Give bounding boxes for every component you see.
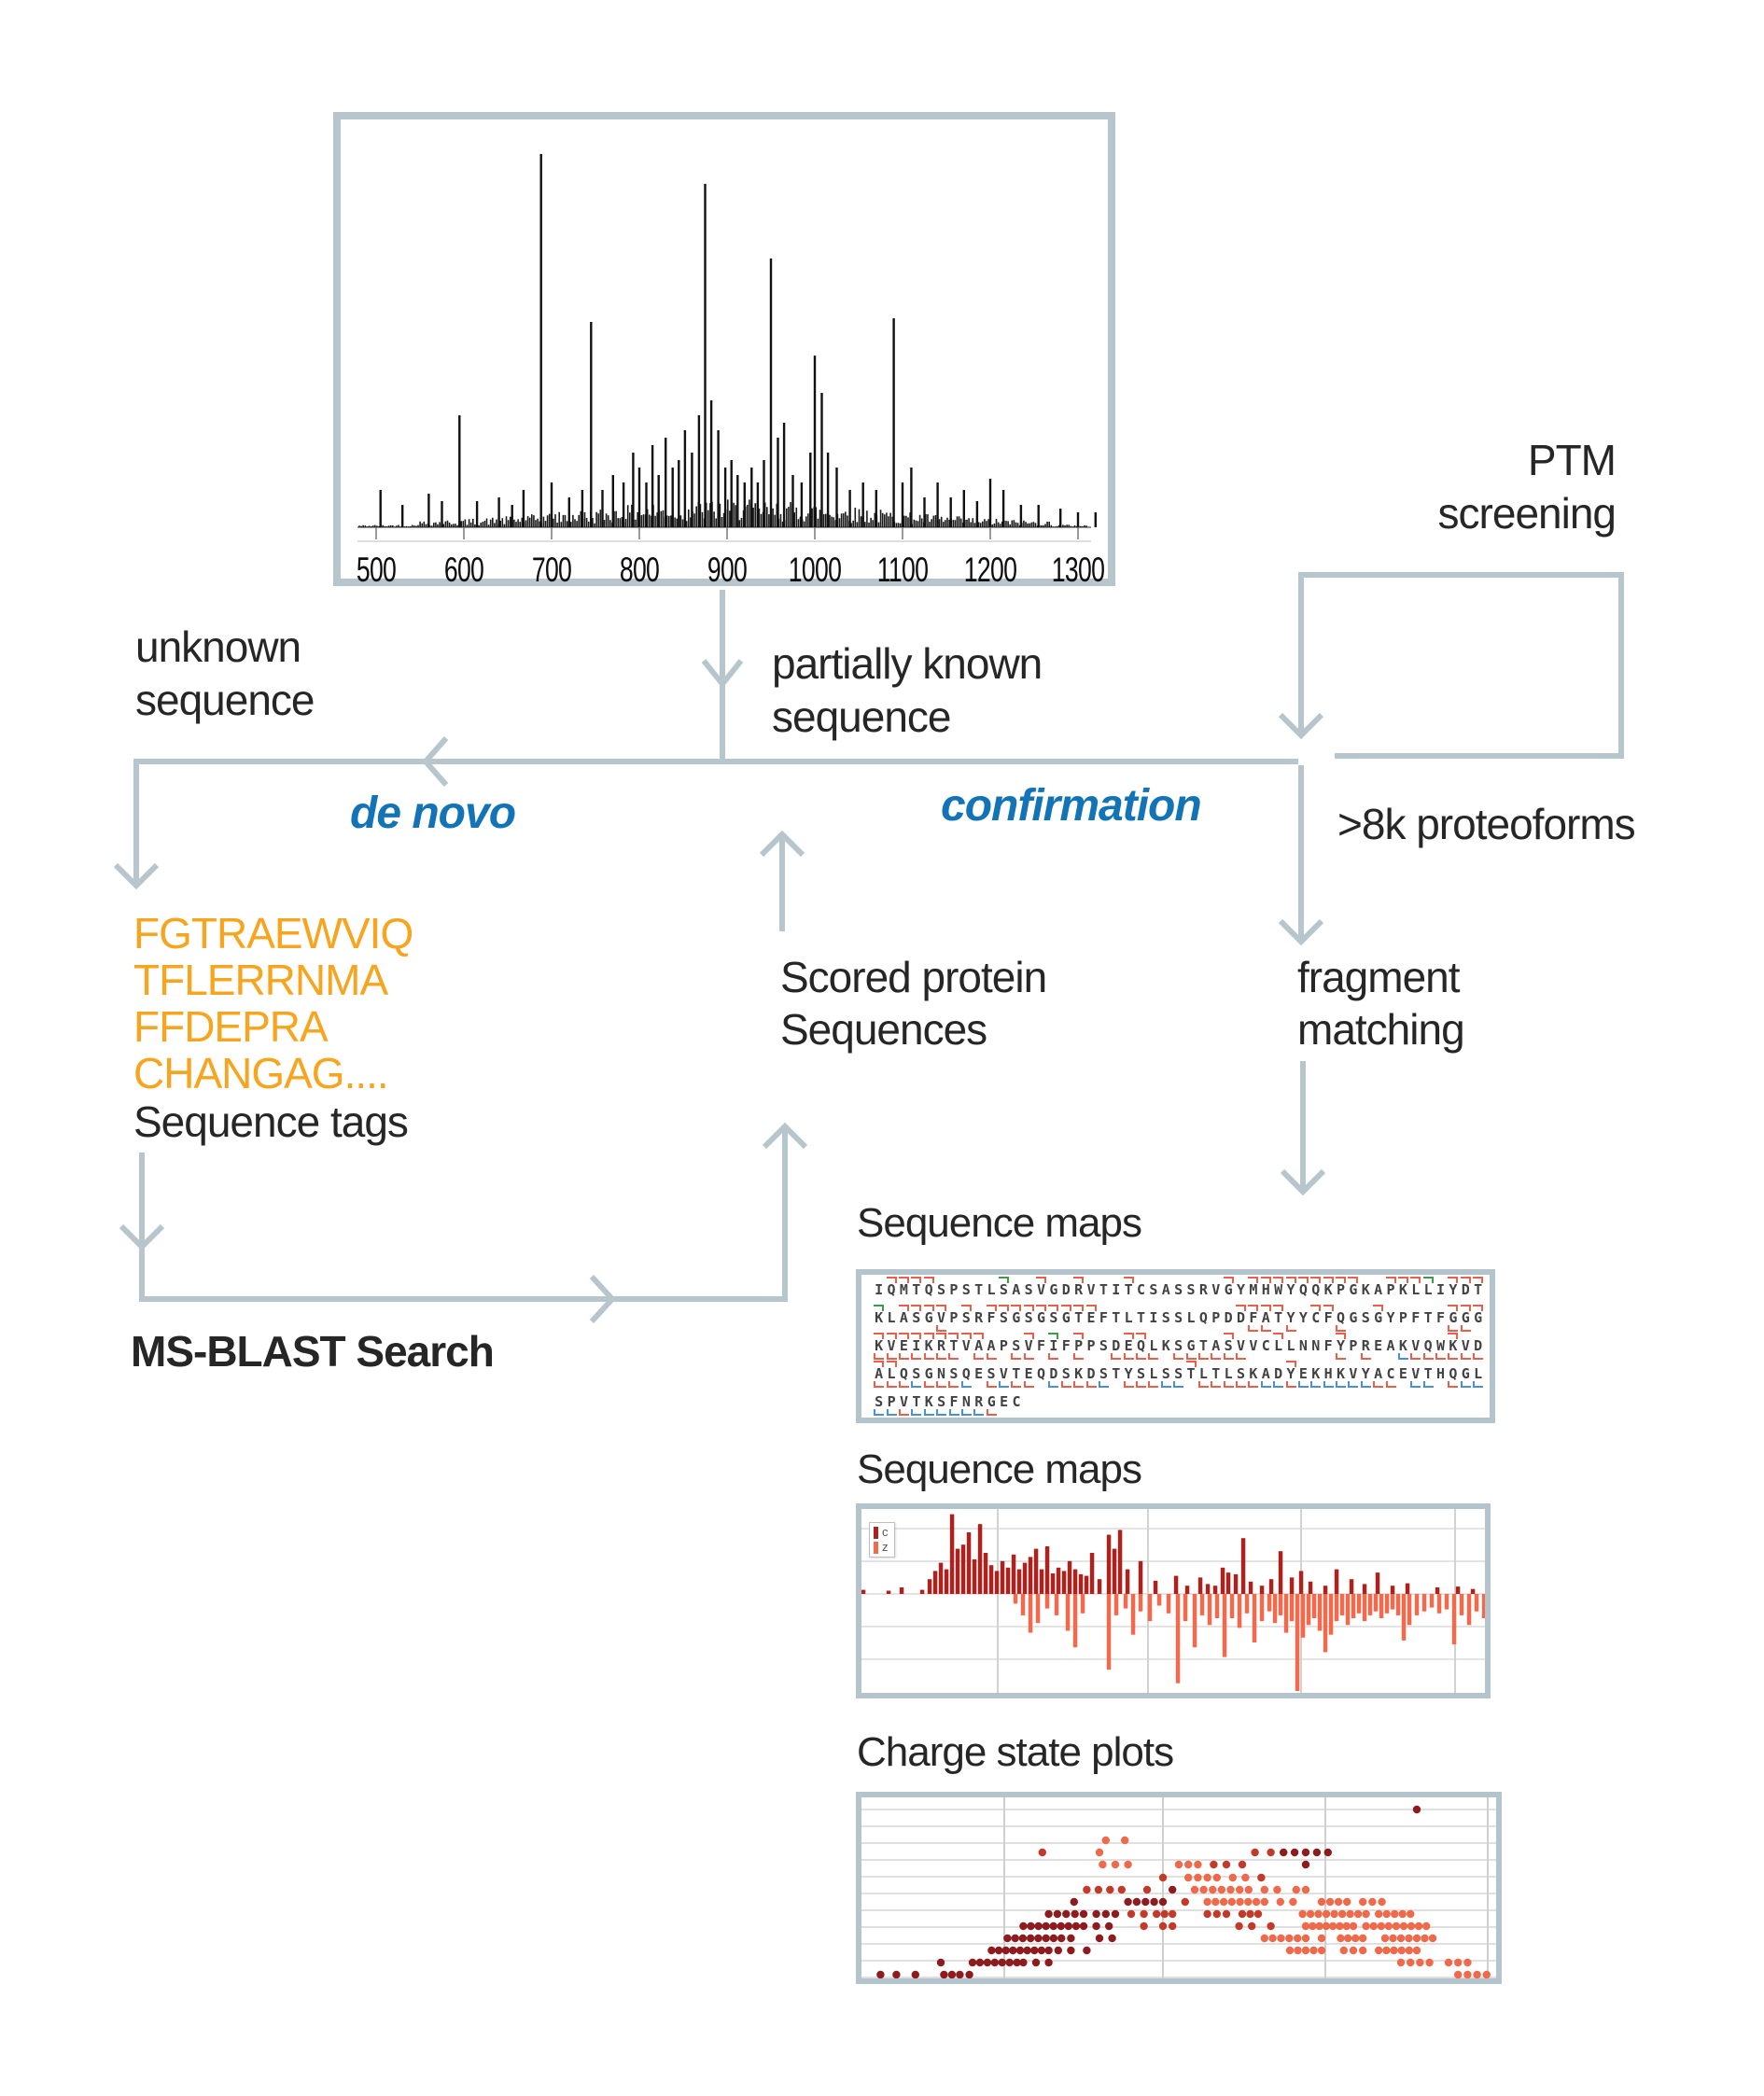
- fragment-marks-above: [867, 1389, 1484, 1395]
- label-unknown-sequence: unknown sequence: [135, 622, 315, 724]
- legend-z: z: [874, 1541, 889, 1554]
- axis-tick-label: 1300: [1051, 551, 1105, 589]
- label-sequence-tags-list: FGTRAEWVIQ TFLERRNMA FFDEPRA CHANGAG....: [133, 909, 413, 1097]
- fragment-marks-below: [867, 1380, 1484, 1388]
- msblast-loop: [139, 1127, 788, 1302]
- label-fragment-matching: fragment matching: [1297, 953, 1465, 1054]
- fragment-marks-above: [867, 1277, 1484, 1284]
- ptm-loop-box: [1298, 572, 1624, 759]
- axis-tick-label: 700: [531, 551, 572, 589]
- fragment-marks-above: [867, 1360, 1484, 1367]
- label-proteoforms: >8k proteoforms: [1337, 800, 1636, 848]
- label-partially-known-sequence: partially known sequence: [772, 639, 1043, 741]
- label-sequence-tags: Sequence tags: [133, 1097, 409, 1146]
- mass-spectrum-plot: [357, 154, 1097, 542]
- fragment-map-panel: c z: [856, 1503, 1491, 1698]
- fragment-marks-below: [867, 1325, 1484, 1333]
- arrowhead-up-icon: [762, 1122, 808, 1150]
- legend-c: c: [874, 1526, 889, 1539]
- axis-tick-label: 1000: [788, 551, 842, 589]
- axis-tick-label: 800: [619, 551, 660, 589]
- label-sequence-maps-2: Sequence maps: [857, 1446, 1142, 1492]
- arrowhead-down-icon: [1278, 712, 1324, 740]
- c-ion-chip: [874, 1526, 878, 1539]
- arrowhead-up-icon: [759, 830, 805, 858]
- main-flow-line: [133, 759, 1298, 884]
- chevron-down-icon: [701, 659, 744, 689]
- fragment-marks-above: [867, 1305, 1484, 1312]
- arrowhead-down-icon: [119, 1223, 165, 1251]
- axis-tick-label: 900: [707, 551, 748, 589]
- mass-spectrum-panel: 500 600 700 800 900 1000 1100 1200 1300: [333, 112, 1115, 589]
- arrowhead-down-icon: [113, 862, 160, 890]
- chevron-right-icon: [589, 1274, 617, 1324]
- axis-tick-label: 600: [443, 551, 484, 589]
- fragment-marks-above: [867, 1332, 1484, 1339]
- ion-legend: c z: [869, 1522, 895, 1558]
- label-ms-blast-search: MS-BLAST Search: [131, 1327, 495, 1376]
- arrowhead-down-icon: [1278, 918, 1324, 946]
- axis-tick-label: 500: [356, 551, 397, 589]
- label-ptm-screening: PTM screening: [1437, 436, 1617, 538]
- axis-tick-label: 1100: [876, 551, 929, 589]
- fragment-marks-below: [867, 1408, 1484, 1416]
- fragment-marks-below: [867, 1297, 1484, 1304]
- label-sequence-maps-1: Sequence maps: [857, 1200, 1142, 1246]
- charge-state-scatter: [861, 1797, 1496, 1978]
- charge-state-panel: [856, 1792, 1502, 1984]
- fragment-marks-below: [867, 1352, 1484, 1360]
- z-ion-chip: [874, 1541, 878, 1554]
- label-confirmation: confirmation: [941, 781, 1202, 831]
- arrowhead-down-icon: [1280, 1168, 1326, 1196]
- fragment-bar-chart: [861, 1509, 1485, 1693]
- label-scored-protein: Scored protein Sequences: [780, 953, 1047, 1054]
- label-de-novo: de novo: [350, 789, 516, 838]
- axis-tick-label: 1200: [963, 551, 1017, 589]
- chevron-left-icon: [422, 736, 449, 787]
- label-charge-state-plots: Charge state plots: [857, 1729, 1174, 1775]
